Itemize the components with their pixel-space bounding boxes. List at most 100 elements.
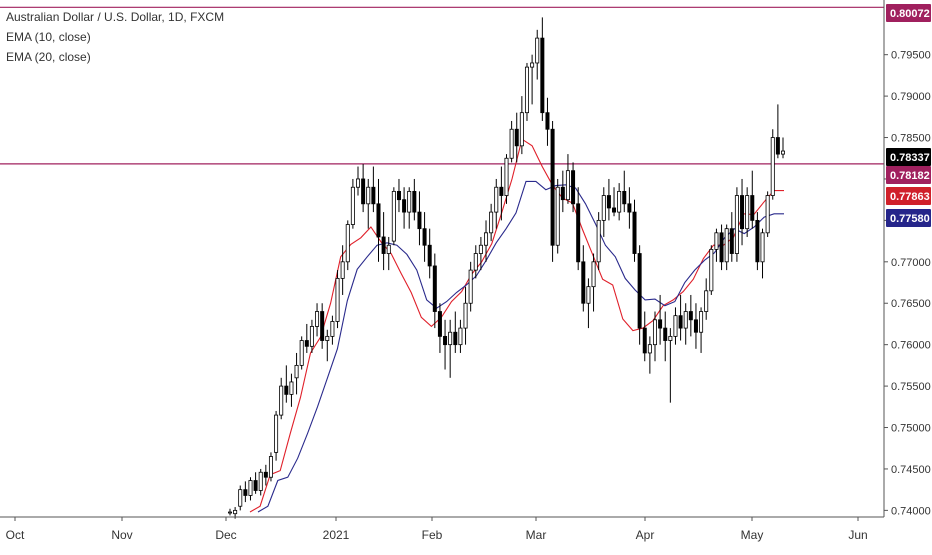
candle-body bbox=[555, 186, 560, 246]
y-tick-label: 0.75000 bbox=[891, 423, 931, 435]
symbol-title: Australian Dollar / U.S. Dollar, 1D, FXC… bbox=[6, 10, 225, 24]
candle-body bbox=[494, 186, 499, 213]
candle-body bbox=[709, 248, 714, 292]
candle bbox=[724, 224, 729, 271]
candle bbox=[524, 62, 529, 121]
candle-body bbox=[673, 315, 678, 337]
candle-body bbox=[437, 311, 442, 337]
candle bbox=[330, 315, 335, 345]
candle-body bbox=[688, 311, 693, 321]
candle-body bbox=[402, 199, 407, 213]
candle bbox=[642, 311, 647, 362]
candle-body bbox=[668, 335, 673, 341]
candle bbox=[530, 54, 535, 105]
candle bbox=[606, 178, 611, 221]
candle-body bbox=[693, 319, 698, 333]
price-label-text: 0.80072 bbox=[890, 8, 930, 20]
x-tick-label: May bbox=[741, 528, 764, 542]
candle bbox=[591, 253, 596, 312]
candle bbox=[402, 187, 407, 229]
price-label: 0.80072 bbox=[886, 4, 931, 22]
candle bbox=[535, 29, 540, 80]
candle-body bbox=[745, 195, 750, 230]
y-tick-label: 0.78500 bbox=[891, 133, 931, 145]
candle bbox=[340, 245, 345, 295]
candle bbox=[386, 236, 391, 271]
candle bbox=[227, 508, 232, 516]
candle bbox=[775, 104, 780, 159]
candle-body bbox=[386, 244, 391, 254]
candle-body bbox=[391, 190, 396, 242]
y-tick-label: 0.79000 bbox=[891, 91, 931, 103]
candle-body bbox=[632, 211, 637, 254]
candle bbox=[427, 228, 432, 279]
candle-body bbox=[724, 228, 729, 263]
x-tick-label: Feb bbox=[422, 528, 443, 542]
horizontal-lines bbox=[0, 6, 884, 165]
candle-body bbox=[263, 471, 268, 478]
candle-body bbox=[463, 302, 468, 329]
candle-body bbox=[422, 228, 427, 246]
x-tick-label: Mar bbox=[526, 528, 547, 542]
price-label-bg bbox=[886, 148, 931, 166]
candle bbox=[248, 477, 253, 501]
candle-body bbox=[396, 190, 401, 201]
candle-body bbox=[340, 261, 345, 279]
candle bbox=[571, 162, 576, 213]
candle-body bbox=[284, 385, 289, 395]
candle bbox=[750, 170, 755, 229]
candle-body bbox=[443, 335, 448, 346]
price-label-text: 0.78337 bbox=[890, 152, 930, 164]
candle bbox=[432, 253, 437, 329]
candle bbox=[484, 220, 489, 262]
candle-body bbox=[586, 286, 591, 304]
candle bbox=[274, 410, 279, 461]
candle bbox=[545, 97, 550, 146]
candle bbox=[458, 319, 463, 353]
candle bbox=[647, 336, 652, 374]
candle bbox=[632, 199, 637, 262]
candle-body bbox=[524, 66, 529, 114]
candle bbox=[371, 166, 376, 213]
candle bbox=[555, 178, 560, 254]
price-label-text: 0.78182 bbox=[890, 170, 930, 182]
candle-body bbox=[781, 150, 786, 155]
price-label: 0.78337 bbox=[886, 148, 931, 166]
candle bbox=[315, 303, 320, 337]
candle bbox=[453, 311, 458, 353]
candle bbox=[560, 170, 565, 213]
candle bbox=[504, 154, 509, 204]
candle-body bbox=[699, 311, 704, 333]
candle-body bbox=[248, 480, 253, 496]
candle-body bbox=[663, 327, 668, 341]
candle-body bbox=[571, 170, 576, 205]
candle-body bbox=[294, 364, 299, 379]
candle bbox=[412, 178, 417, 221]
candle-body bbox=[678, 315, 683, 329]
candle bbox=[693, 303, 698, 349]
candle-body bbox=[345, 224, 350, 263]
candle-body bbox=[519, 112, 524, 147]
candle bbox=[519, 96, 524, 155]
ema10-line bbox=[249, 138, 784, 513]
candle-body bbox=[243, 489, 248, 496]
price-label-bg bbox=[886, 4, 931, 22]
candle-body bbox=[647, 344, 652, 354]
candle-body bbox=[755, 219, 760, 263]
candle-body bbox=[453, 331, 458, 346]
candle bbox=[729, 212, 734, 262]
candle bbox=[279, 377, 284, 420]
candle bbox=[740, 178, 745, 246]
candle bbox=[437, 303, 442, 353]
candle-body bbox=[545, 112, 550, 130]
candle bbox=[668, 328, 673, 403]
candle-body bbox=[622, 190, 627, 205]
chart-legend: Australian Dollar / U.S. Dollar, 1D, FXC… bbox=[6, 7, 224, 67]
candle bbox=[617, 183, 622, 221]
axes: 0.74000 0.74500 0.75000 0.75500 0.76000 0.765… bbox=[0, 0, 931, 542]
candle-body bbox=[468, 269, 473, 304]
candle-body bbox=[489, 211, 494, 234]
candle bbox=[755, 212, 760, 271]
